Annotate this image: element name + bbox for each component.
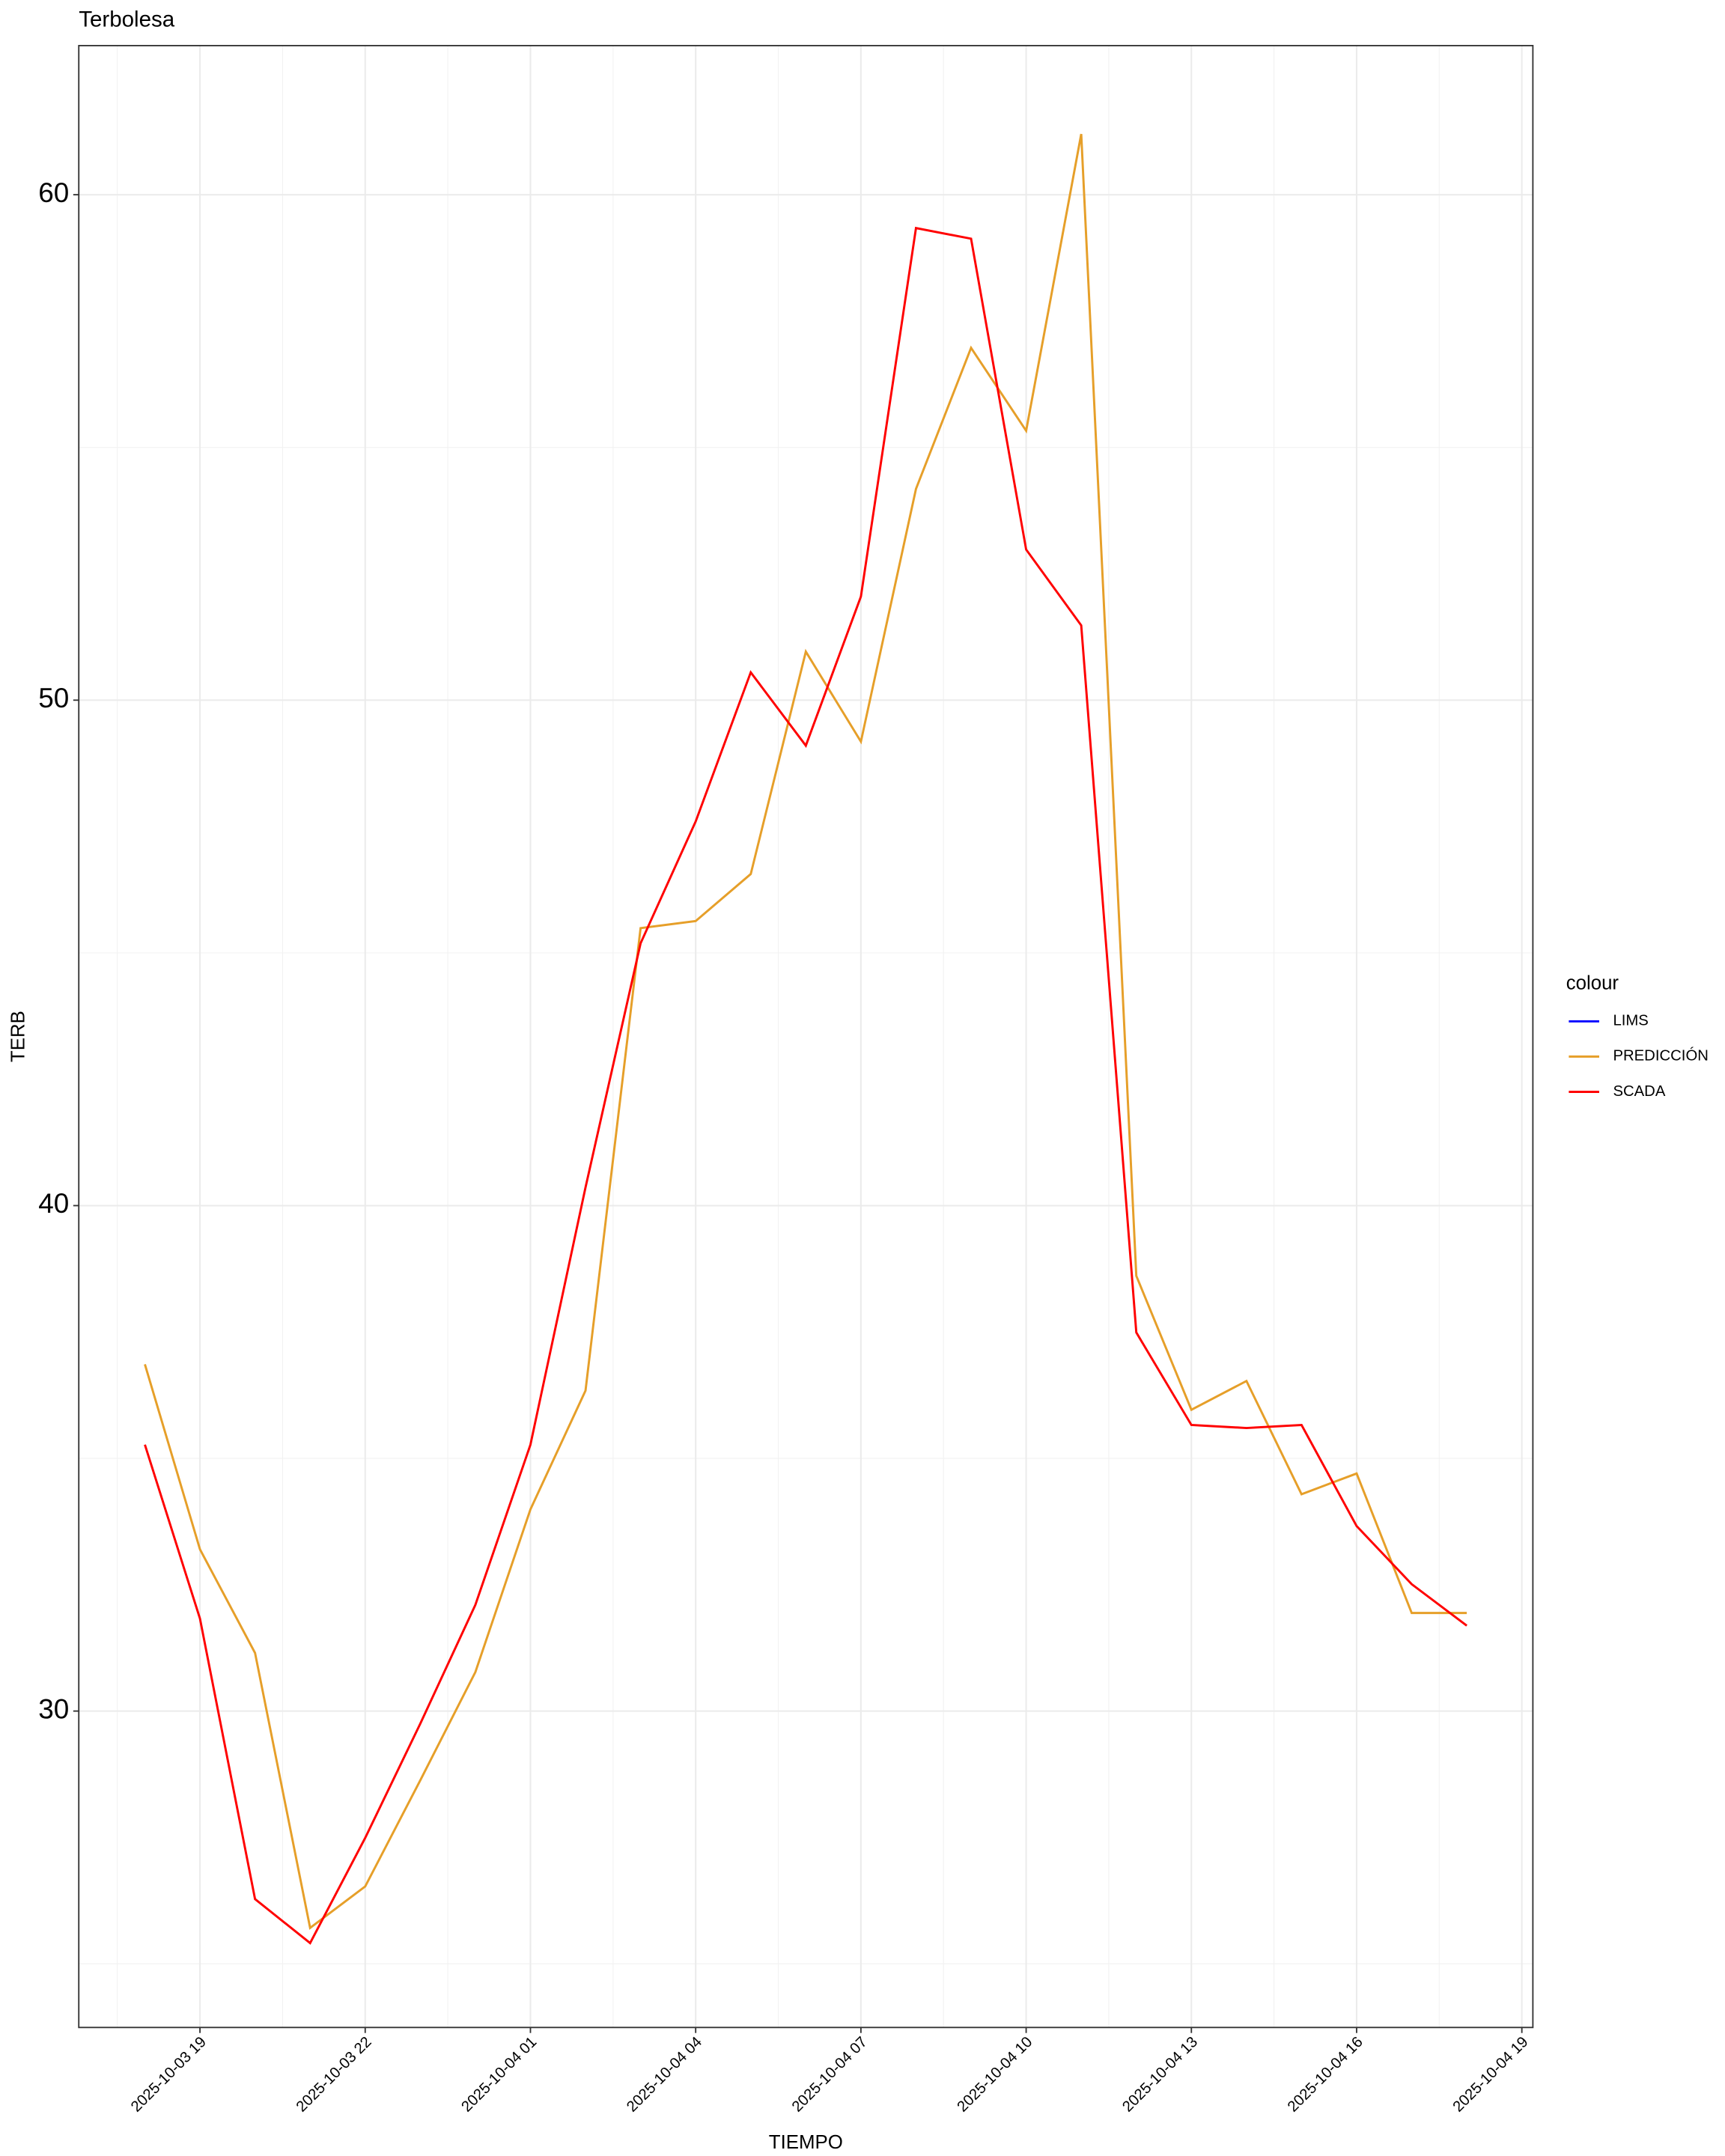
x-tick-label: 2025-10-04 16: [1285, 2034, 1366, 2116]
legend-title: colour: [1566, 972, 1619, 993]
legend-label: SCADA: [1613, 1083, 1665, 1100]
x-tick-label: 2025-10-04 19: [1450, 2034, 1532, 2116]
x-tick-label: 2025-10-04 07: [789, 2034, 871, 2116]
x-tick-label: 2025-10-04 01: [458, 2034, 540, 2116]
x-tick-label: 2025-10-04 13: [1119, 2034, 1201, 2116]
x-axis-label: TIEMPO: [769, 2132, 843, 2153]
legend-label: LIMS: [1613, 1013, 1648, 1029]
x-tick-label: 2025-10-04 04: [624, 2034, 705, 2116]
y-tick-label: 50: [38, 683, 69, 713]
plot-border: [78, 45, 1534, 2029]
series-line: [144, 133, 1467, 1930]
y-tick-label: 60: [38, 177, 69, 208]
chart-title: Terbolesa: [79, 7, 175, 31]
x-tick-label: 2025-10-03 19: [128, 2034, 210, 2116]
y-tick-label: 40: [38, 1188, 69, 1219]
series-line: [144, 226, 1467, 1945]
y-tick-label: 30: [38, 1693, 69, 1724]
y-axis-label: TERB: [8, 1011, 29, 1062]
x-tick-label: 2025-10-04 10: [955, 2034, 1036, 2116]
legend-label: PREDICCIÓN: [1613, 1047, 1708, 1065]
x-tick-label: 2025-10-03 22: [293, 2034, 375, 2116]
